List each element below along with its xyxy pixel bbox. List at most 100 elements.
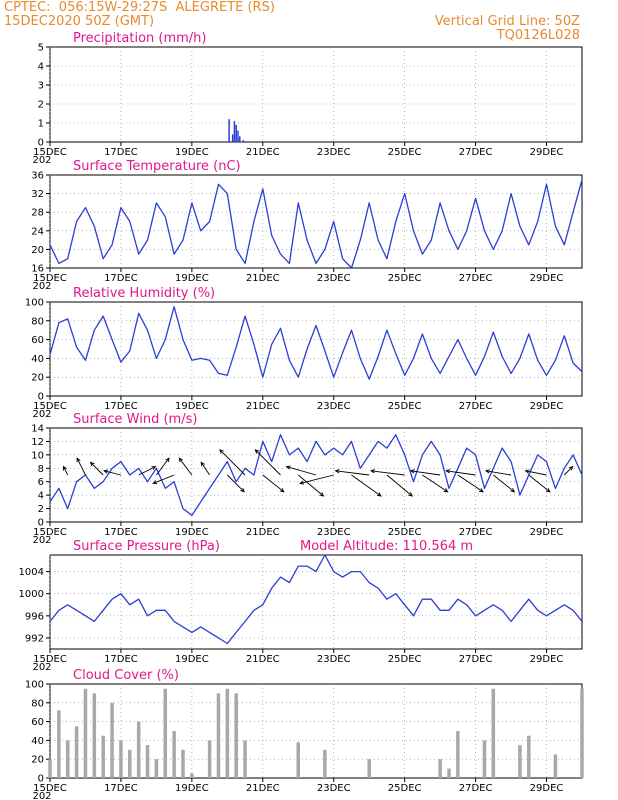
wind-arrow	[104, 470, 122, 476]
x-year-label: 202	[32, 155, 51, 166]
wind-arrow-head	[484, 469, 490, 474]
x-tick-label: 27DEC	[459, 654, 493, 665]
wind-arrow	[156, 457, 170, 476]
wind-arrow	[178, 457, 193, 476]
panel-title: Surface Temperature (nC)	[73, 159, 241, 174]
bar	[216, 693, 221, 778]
wind-arrow	[410, 470, 441, 476]
y-tick-label: 10	[31, 450, 44, 461]
wind-arrow	[485, 470, 512, 476]
wind-arrow-head	[89, 461, 95, 467]
wind-arrow-head	[524, 469, 530, 474]
wind-arrow-head	[200, 461, 205, 467]
y-tick-label: 2	[38, 100, 44, 111]
y-tick-label: 20	[31, 755, 44, 766]
bar	[231, 134, 234, 142]
bar	[119, 740, 123, 778]
y-tick-label: 996	[25, 611, 44, 622]
wind-arrow-head	[165, 457, 170, 463]
bar	[518, 745, 522, 778]
x-tick-label: 25DEC	[388, 273, 422, 284]
bar	[207, 740, 212, 778]
x-tick-label: 23DEC	[317, 401, 351, 412]
panel-precipitation: 15DEC 17DEC 19DEC 21DEC 23DEC 25DEC 27DEC 29DEC…	[32, 31, 583, 166]
wind-arrow	[525, 470, 547, 476]
wind-arrow	[255, 449, 281, 476]
series-line	[49, 179, 583, 269]
y-tick-label: 6	[38, 477, 44, 488]
x-year-label: 202	[32, 662, 51, 673]
header-run-date: 15DEC2020 50Z (GMT)	[4, 14, 155, 29]
y-tick-label: 28	[31, 208, 44, 219]
x-tick-label: 17DEC	[104, 654, 138, 665]
x-tick-label: 17DEC	[104, 147, 138, 158]
bar	[482, 740, 487, 778]
panel-humidity: 15DEC 17DEC 19DEC 21DEC 23DEC 25DEC 27DEC 29DEC…	[25, 286, 583, 420]
bar	[456, 731, 460, 778]
wind-arrow-head	[219, 449, 224, 454]
wind-arrow-head	[254, 449, 260, 454]
y-tick-label: 32	[31, 189, 44, 200]
wind-arrow	[300, 474, 334, 484]
y-tick-label: 16	[31, 264, 44, 275]
wind-arrow	[297, 474, 324, 497]
x-tick-label: 25DEC	[388, 783, 422, 794]
wind-arrow	[262, 474, 285, 493]
wind-arrow-head	[103, 469, 109, 474]
x-tick-label: 23DEC	[317, 783, 351, 794]
wind-arrow-head	[376, 492, 382, 497]
x-tick-label: 29DEC	[530, 401, 564, 412]
x-tick-label: 21DEC	[246, 273, 280, 284]
bar	[110, 702, 114, 778]
y-tick-label: 3	[38, 81, 44, 92]
y-tick-label: 40	[31, 354, 44, 365]
series-line	[49, 434, 583, 516]
bar	[367, 759, 371, 778]
wind-arrow	[286, 466, 317, 476]
bar	[128, 749, 132, 778]
y-tick-label: 2	[38, 504, 44, 515]
y-tick-label: 20	[31, 245, 44, 256]
x-tick-label: 27DEC	[459, 783, 493, 794]
wind-arrow-head	[409, 469, 415, 474]
wind-arrow-head	[445, 469, 451, 474]
panel-title: Relative Humidity (%)	[73, 286, 215, 301]
bar	[92, 693, 97, 778]
bar	[243, 740, 247, 778]
x-tick-label: 17DEC	[104, 527, 138, 538]
bar	[438, 759, 442, 778]
y-tick-label: 4	[38, 491, 44, 502]
header-station: CPTEC: 056:15W-29:27S ALEGRETE (RS)	[4, 0, 275, 15]
wind-arrow-head	[408, 492, 413, 497]
wind-arrow-head	[568, 465, 574, 471]
bar	[101, 735, 105, 778]
wind-arrow-head	[319, 492, 325, 497]
bar	[447, 768, 451, 778]
wind-arrow	[446, 470, 476, 476]
x-year-label: 202	[32, 535, 51, 546]
bar	[242, 140, 245, 142]
bar	[527, 735, 531, 778]
bar	[580, 688, 584, 778]
bar	[136, 721, 141, 778]
x-tick-label: 15DEC	[33, 783, 67, 794]
bar	[163, 688, 168, 778]
panel-title: Precipitation (mm/h)	[73, 31, 206, 46]
bar	[296, 742, 301, 778]
panel-frame	[49, 301, 583, 397]
wind-arrow-head	[178, 457, 184, 463]
y-tick-label: 60	[31, 335, 44, 346]
bar	[74, 726, 79, 778]
x-year-label: 202	[32, 281, 51, 292]
wind-arrow	[76, 457, 86, 476]
wind-arrow-head	[510, 487, 516, 493]
panel-title: Surface Pressure (hPa)	[73, 539, 220, 554]
y-tick-label: 80	[31, 698, 44, 709]
y-tick-label: 5	[38, 43, 44, 54]
x-tick-label: 21DEC	[246, 783, 280, 794]
x-tick-label: 29DEC	[530, 654, 564, 665]
panel-frame	[49, 46, 583, 143]
x-tick-label: 23DEC	[317, 147, 351, 158]
x-tick-label: 17DEC	[104, 783, 138, 794]
wind-arrow	[371, 470, 405, 476]
